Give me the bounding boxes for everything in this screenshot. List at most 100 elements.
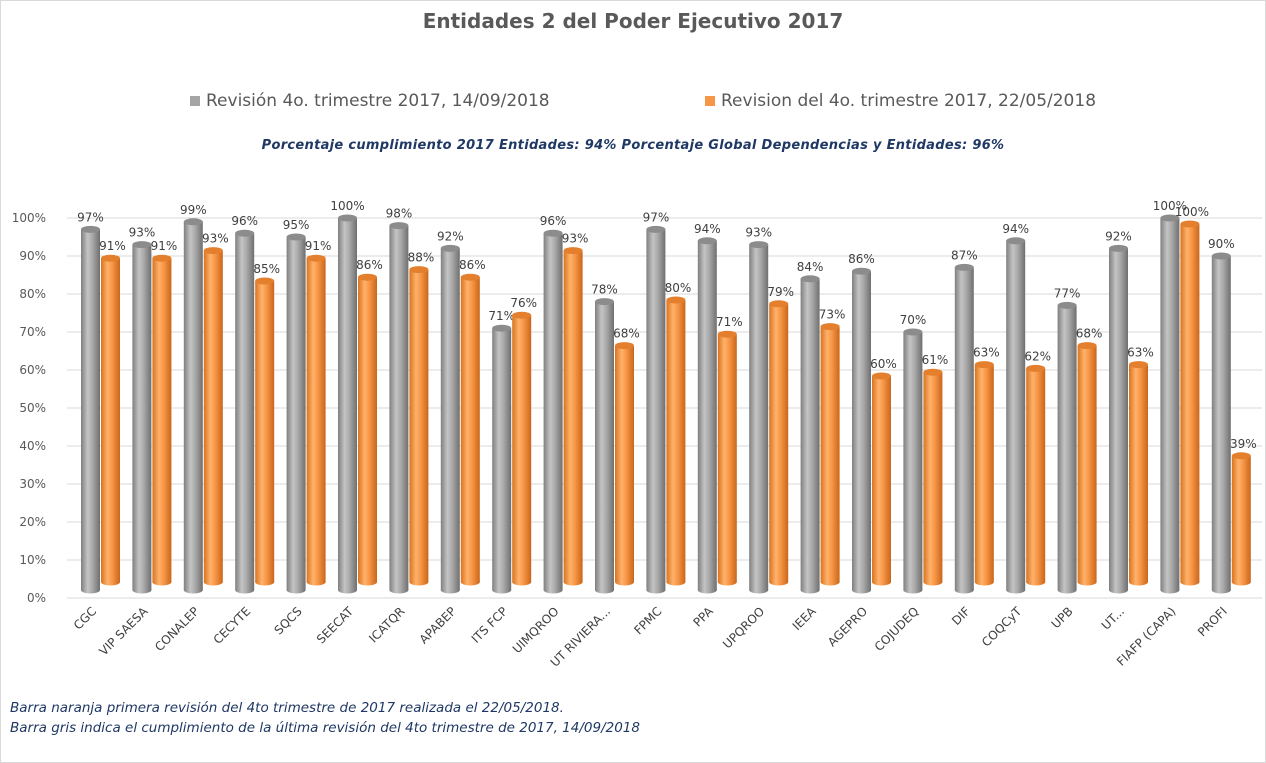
bar-cap-orange xyxy=(923,368,943,376)
category-label: VIP SAESA xyxy=(96,604,151,659)
bar-base-orange xyxy=(203,578,223,586)
data-label-orange: 88% xyxy=(408,251,435,265)
bar-gray xyxy=(852,271,871,590)
data-label-gray: 71% xyxy=(488,309,515,323)
bar-cap-gray xyxy=(440,244,460,252)
bar-base-gray xyxy=(440,586,460,594)
bar-cap-orange xyxy=(1077,342,1097,350)
data-label-orange: 91% xyxy=(151,239,178,253)
bar-orange xyxy=(255,281,275,582)
bar-base-gray xyxy=(235,586,255,594)
bar-orange xyxy=(769,303,789,582)
y-tick-label: 40% xyxy=(19,439,46,453)
bar-base-orange xyxy=(666,578,686,586)
y-tick-label: 20% xyxy=(19,515,46,529)
bar-base-gray xyxy=(81,586,100,594)
compliance-note: Porcentaje cumplimiento 2017 Entidades: … xyxy=(261,138,1005,153)
y-tick-label: 100% xyxy=(12,211,46,225)
bar-cap-orange xyxy=(306,254,326,262)
category-label: FPMC xyxy=(631,604,664,637)
data-label-gray: 94% xyxy=(694,222,721,236)
bar-gray xyxy=(132,244,152,590)
bar-gray xyxy=(389,225,409,590)
category-label: APABEP xyxy=(417,604,459,646)
footnote-orange: Barra naranja primera revisión del 4to t… xyxy=(10,700,564,716)
bar-base-orange xyxy=(1180,578,1200,586)
data-label-gray: 93% xyxy=(745,226,772,240)
bar-base-orange xyxy=(1077,578,1097,586)
bar-base-gray xyxy=(1160,586,1180,594)
category-label: PROFI xyxy=(1195,604,1230,639)
category-label: AGEPRO xyxy=(825,604,870,649)
bar-base-orange xyxy=(1231,578,1251,586)
bar-cap-gray xyxy=(852,267,871,275)
bar-cap-orange xyxy=(974,361,994,369)
bar-base-orange xyxy=(512,578,532,586)
bar-orange xyxy=(820,326,840,582)
category-label: COJUDEQ xyxy=(872,604,922,654)
data-label-orange: 60% xyxy=(870,357,897,371)
data-label-orange: 68% xyxy=(613,327,640,341)
y-tick-label: 70% xyxy=(19,325,46,339)
bar-gray xyxy=(1006,240,1026,591)
bar-cap-orange xyxy=(563,247,583,255)
bar-cap-orange xyxy=(409,266,429,274)
bar-gray xyxy=(1160,218,1180,590)
bar-base-gray xyxy=(852,586,871,594)
bar-cap-orange xyxy=(358,273,377,281)
data-label-gray: 93% xyxy=(129,226,156,240)
bar-gray xyxy=(954,267,974,590)
data-label-orange: 68% xyxy=(1076,327,1103,341)
y-tick-label: 90% xyxy=(19,249,46,263)
bar-cap-gray xyxy=(1160,214,1180,222)
footnote-gray: Barra gris indica el cumplimiento de la … xyxy=(10,720,640,736)
bar-cap-gray xyxy=(183,218,203,226)
bar-base-gray xyxy=(1057,586,1077,594)
bar-cap-gray xyxy=(389,222,409,230)
bar-cap-gray xyxy=(492,324,512,332)
bar-base-gray xyxy=(954,586,974,594)
bar-orange xyxy=(152,258,172,582)
bar-base-orange xyxy=(409,578,429,586)
bar-base-orange xyxy=(152,578,172,586)
bar-cap-orange xyxy=(152,254,172,262)
bar-orange xyxy=(872,376,891,582)
data-label-gray: 98% xyxy=(386,207,413,221)
bar-base-gray xyxy=(595,586,614,594)
category-label: DIF xyxy=(949,604,973,628)
bar-base-orange xyxy=(872,578,891,586)
bar-cap-gray xyxy=(903,328,923,336)
bar-cap-orange xyxy=(1180,220,1200,228)
category-label: COQCyT xyxy=(979,604,1025,650)
bar-orange xyxy=(563,250,583,582)
bar-gray xyxy=(543,233,563,590)
bar-base-orange xyxy=(358,578,377,586)
data-label-gray: 96% xyxy=(540,214,567,228)
bar-cap-orange xyxy=(820,323,840,331)
bar-base-orange xyxy=(769,578,789,586)
bar-base-gray xyxy=(749,586,769,594)
bar-base-orange xyxy=(460,578,480,586)
bar-base-orange xyxy=(101,578,120,586)
bar-base-gray xyxy=(389,586,409,594)
bar-orange xyxy=(1231,455,1251,582)
legend-label-gray: Revisión 4o. trimestre 2017, 14/09/2018 xyxy=(206,91,550,111)
bar-base-orange xyxy=(820,578,840,586)
bar-orange xyxy=(203,250,223,582)
data-label-orange: 80% xyxy=(665,281,692,295)
bar-base-orange xyxy=(1026,578,1046,586)
bar-gray xyxy=(183,221,203,591)
bar-base-orange xyxy=(974,578,994,586)
bar-base-gray xyxy=(132,586,152,594)
data-label-orange: 93% xyxy=(562,232,589,246)
data-label-gray: 99% xyxy=(180,203,207,217)
bar-base-gray xyxy=(492,586,512,594)
category-label: IEEA xyxy=(790,604,819,633)
legend-item-gray: Revisión 4o. trimestre 2017, 14/09/2018 xyxy=(190,91,550,111)
data-label-orange: 85% xyxy=(253,262,280,276)
bar-base-gray xyxy=(646,586,666,594)
bar-base-gray xyxy=(903,586,923,594)
bar-base-orange xyxy=(615,578,634,586)
data-label-gray: 70% xyxy=(900,313,927,327)
